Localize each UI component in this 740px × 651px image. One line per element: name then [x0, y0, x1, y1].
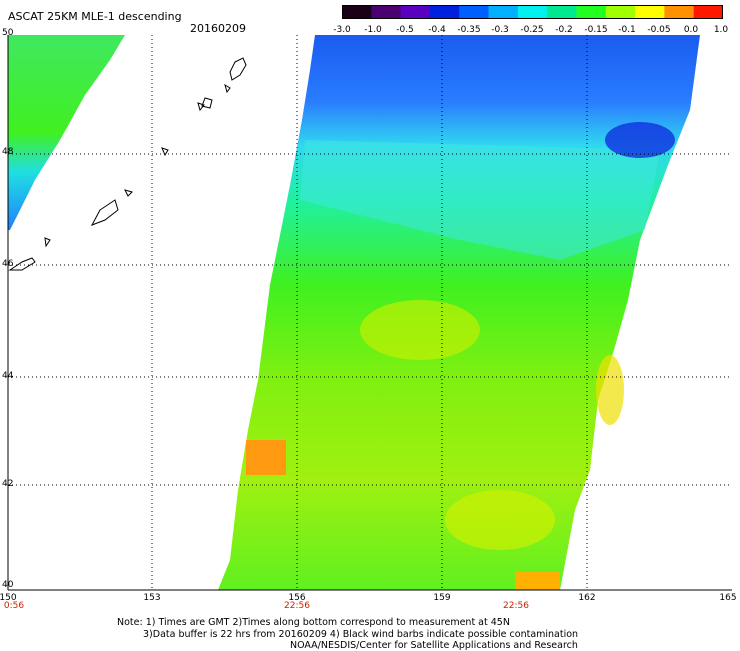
scale-label-2: -0.5: [396, 25, 414, 35]
data-patch-orange-1: [246, 440, 286, 475]
color-swatch: [488, 5, 519, 19]
lat-label-42: 42: [2, 479, 14, 489]
scale-label-7: -0.2: [555, 25, 573, 35]
map-date: 20160209: [190, 22, 246, 35]
scale-label-8: -0.15: [584, 25, 608, 35]
time-label-1: 0:56: [3, 601, 25, 611]
lon-label-162: 162: [578, 593, 596, 603]
color-swatch: [429, 5, 460, 19]
note-line-3: NOAA/NESDIS/Center for Satellite Applica…: [290, 640, 578, 651]
scale-label-4: -0.35: [457, 25, 481, 35]
scale-label-12: 1.0: [713, 25, 729, 35]
data-band-cyan: [300, 140, 660, 260]
data-patch-orange-2: [515, 572, 560, 590]
color-swatch: [342, 5, 372, 19]
color-swatch: [576, 5, 607, 19]
lat-label-50: 50: [2, 28, 14, 38]
scale-label-0: -3.0: [333, 25, 351, 35]
scale-label-3: -0.4: [428, 25, 446, 35]
scale-label-5: -0.3: [491, 25, 509, 35]
map-title: ASCAT 25KM MLE-1 descending: [8, 10, 182, 23]
data-patch-yellow-3: [596, 355, 624, 425]
color-swatch: [664, 5, 695, 19]
color-swatch: [605, 5, 636, 19]
map-grid: [8, 35, 730, 590]
color-swatch: [635, 5, 665, 19]
note-line-1: Note: 1) Times are GMT 2)Times along bot…: [117, 617, 510, 628]
color-swatch: [459, 5, 490, 19]
lat-label-40: 40: [2, 580, 14, 590]
data-patch-yellow-1: [360, 300, 480, 360]
data-patch-blue: [605, 122, 675, 158]
time-label-3: 22:56: [503, 601, 529, 611]
note-line-2: 3)Data buffer is 22 hrs from 20160209 4)…: [143, 629, 579, 640]
scale-label-1: -1.0: [364, 25, 382, 35]
time-label-2: 22:56: [284, 601, 310, 611]
lon-label-150: 150: [0, 593, 17, 603]
lon-label-159: 159: [433, 593, 451, 603]
color-scale-bar: [342, 5, 723, 19]
lon-label-156: 156: [288, 593, 306, 603]
data-swath-left: [8, 35, 125, 230]
color-scale-swatches: [342, 5, 723, 19]
lon-label-165: 165: [719, 593, 737, 603]
color-swatch: [400, 5, 431, 19]
lat-label-46: 46: [2, 259, 14, 269]
color-scale-border: [342, 5, 723, 19]
coastlines: [8, 57, 247, 271]
lat-label-44: 44: [2, 371, 14, 381]
data-patch-yellow-2: [445, 490, 555, 550]
scale-label-9: -0.1: [618, 25, 636, 35]
scale-label-11: 0.0: [683, 25, 699, 35]
color-swatch: [371, 5, 402, 19]
color-swatch: [547, 5, 577, 19]
color-swatch: [517, 5, 548, 19]
color-swatch: [693, 5, 723, 19]
lat-label-48: 48: [2, 147, 14, 157]
scale-label-10: -0.05: [647, 25, 671, 35]
scale-label-6: -0.25: [520, 25, 544, 35]
lon-label-153: 153: [143, 593, 161, 603]
